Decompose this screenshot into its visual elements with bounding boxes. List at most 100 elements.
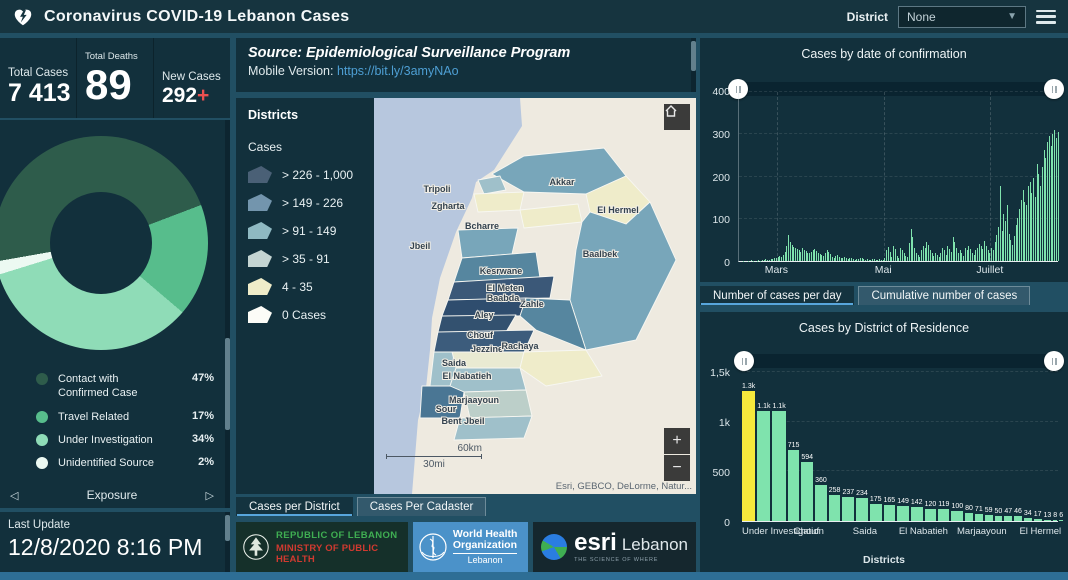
bar-fill [1033,519,1042,521]
scrollbar-thumb[interactable] [691,41,696,71]
bar [1054,130,1056,261]
bar [784,251,786,261]
map-label: Baalbek [583,249,619,259]
bar-fill [828,495,841,521]
district-sour[interactable] [419,385,465,419]
district-jbeil[interactable] [457,227,519,259]
home-icon[interactable] [664,104,690,130]
map-label: Jbeil [410,241,431,251]
mobile-version-link[interactable]: https://bit.ly/3amyNAo [336,64,459,78]
sea [374,98,522,494]
legend-dot [36,373,48,385]
legend-label: Contact with Confirmed Case [58,373,138,400]
district-tripoli[interactable] [477,175,507,195]
bar [907,256,909,261]
daily-chart-title: Cases by date of confirmation [801,47,967,61]
map-label: El Meten [486,283,523,293]
scrollbar-thumb[interactable] [225,515,230,541]
y-tick: 200 [712,172,730,184]
scrollbar-thumb[interactable] [225,338,230,430]
slider-handle-left[interactable] [734,351,754,371]
bar [861,257,863,261]
district-rachaya[interactable] [519,349,603,387]
bar [905,255,907,261]
bar [802,248,804,261]
district-bar: 715 [787,372,800,521]
bar-fill [1014,516,1022,521]
scrollbar-track[interactable] [225,120,230,508]
map-label: Tripoli [424,184,451,194]
bar [942,248,944,261]
district-zahle[interactable] [519,297,587,351]
district-zgharta[interactable] [473,191,525,213]
class-label: > 91 - 149 [282,223,337,238]
slider-handle-right[interactable] [1044,351,1064,371]
x-tick: Chouf [793,526,820,537]
district-chart-plot: 1.3k 1.1k 1.1k 715 594 360 258 237 234 175 165 149 1… [742,371,1064,522]
who-line3: Lebanon [467,554,503,565]
bar [938,256,940,261]
date-range-slider[interactable] [728,79,1064,99]
bar [821,255,823,261]
zoom-out-button[interactable]: − [664,455,690,481]
x-tick: Under Investigation [742,526,824,537]
map-view[interactable]: Akkar Tripoli Zgharta El Hermel Bcharre … [374,98,696,494]
legend-item: Contact with Confirmed Case 47% [36,372,214,401]
y-tick: 100 [712,214,730,226]
bar-value-label: 6 [1059,512,1064,520]
bar-value-label: 165 [883,496,896,504]
esri-region: Lebanon [621,535,688,554]
bar [1027,185,1029,261]
tab-cumulative-cases[interactable]: Cumulative number of cases [858,286,1031,305]
chevron-down-icon: ▼ [1007,11,1017,22]
zoom-in-button[interactable]: + [664,428,690,454]
esri-globe-icon [541,534,568,560]
bar [950,251,952,261]
slider-handle-right[interactable] [1044,79,1064,99]
scrollbar-track[interactable] [691,38,696,92]
legend-label: Under Investigation [58,433,153,446]
district-bent-jbeil[interactable] [453,415,533,441]
district-bar: 120 [924,372,937,521]
map-panel: Districts Cases > 226 - 1,000 > 149 - 226… [236,98,696,494]
scrollbar-track[interactable] [225,512,230,572]
carousel-next-icon[interactable]: ▷ [205,489,214,502]
bar-fill [938,509,950,521]
bar [1033,178,1035,261]
bar-fill [1023,517,1032,521]
bar [1006,205,1008,261]
bar [908,243,910,261]
district-baalbek[interactable] [569,201,677,351]
tab-cases-per-district[interactable]: Cases per District [236,497,353,516]
bar [980,246,982,261]
map-scale-bar: 60km 30mi [386,443,482,470]
bar-value-label: 80 [965,505,973,512]
legend-dot [36,457,48,470]
district-bar: 1.1k [757,372,771,521]
slider-handle-left[interactable] [728,79,748,99]
bar [786,246,788,261]
district-el-meten[interactable] [447,275,555,301]
map-attribution: Esri, GEBCO, DeLorme, Natur... [555,481,692,492]
esri-logo: esri Lebanon THE SCIENCE OF WHERE [533,522,696,572]
bar [889,251,891,261]
tab-cases-per-cadaster[interactable]: Cases Per Cadaster [356,497,487,516]
district-bar: 258 [828,372,841,521]
x-tick: Saida [852,526,878,537]
bar [999,185,1001,261]
bar-value-label: 119 [938,501,950,509]
hamburger-menu-icon[interactable] [1036,9,1056,24]
bar-fill [842,497,855,521]
district-range-slider[interactable] [734,351,1064,371]
tab-cases-per-day[interactable]: Number of cases per day [700,286,855,305]
bar [854,259,856,261]
bar [896,255,898,261]
district-dropdown[interactable]: None ▼ [898,5,1026,28]
district-bar: 142 [910,372,923,521]
bar [1031,192,1033,261]
district-bar: 59 [984,372,993,521]
carousel-prev-icon[interactable]: ◁ [10,489,19,502]
bar-value-label: 13 [1043,511,1052,519]
bar-value-label: 1.1k [757,403,771,410]
bar [1041,167,1043,261]
